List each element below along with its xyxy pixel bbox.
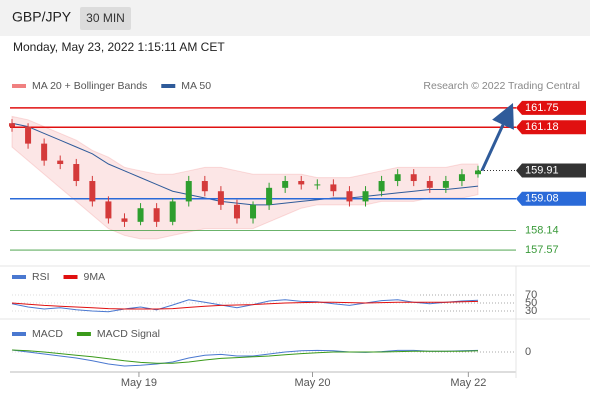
candle-body [442,181,449,188]
candle-body [73,164,80,182]
candle-body [9,123,15,127]
level-label: 157.57 [525,244,559,256]
y-tick-label: 70 [525,289,537,301]
candle-body [394,174,401,182]
candle-body [41,143,48,161]
legend-swatch [12,275,26,279]
candle-body [330,184,337,192]
legend-label: 9MA [84,271,106,283]
timeframe-badge[interactable] [80,7,131,30]
indicator-line [11,349,479,364]
candle-body [153,208,160,222]
bollinger-band [11,115,479,240]
candle-body [426,181,433,188]
y-tick-label: 0 [525,346,531,358]
candle-body [378,181,385,192]
indicator-line [11,299,479,313]
candle-body [250,204,257,219]
symbol: GBP/JPY [12,9,72,25]
candle-body [89,181,96,202]
candle-body [362,191,369,202]
candle-body [185,181,192,202]
legend-label: RSI [32,271,50,283]
candle-body [217,191,224,205]
level-label: 159.08 [525,193,559,205]
candle-body [57,160,64,165]
x-tick-label: May 19 [121,377,157,389]
level-label-box [516,100,586,115]
level-label: 161.18 [525,121,559,133]
candle-body [169,201,176,222]
candle-body [458,174,465,182]
y-tick-label: 50 [525,297,537,309]
legend-label: MA 50 [181,80,211,92]
legend-label: MA 20 + Bollinger Bands [32,80,147,92]
candle-body [25,126,32,144]
candle-body [233,204,240,219]
y-tick-label: 30 [525,305,537,317]
timestamp: Monday, May 23, 2022 1:15:11 AM CET [13,40,225,54]
candle-body [346,191,353,202]
candle-body [475,170,481,175]
candle-body [282,181,289,188]
level-label-box [516,163,586,178]
candle-body [105,201,112,219]
level-label: 159.91 [525,164,559,176]
candle-body [137,208,144,222]
indicator-line [11,349,479,367]
candle-body [314,184,321,186]
candle-body [201,181,208,192]
legend-swatch [63,275,78,279]
legend-swatch [12,84,26,88]
level-label: 158.14 [525,225,559,237]
legend-swatch [161,84,176,88]
candle-body [266,187,273,205]
indicator-line [11,300,479,310]
forecast-arrow [480,103,514,172]
candle-body [121,218,128,222]
level-label-box [516,120,586,135]
legend-label: MACD [32,328,63,340]
legend-swatch [76,332,91,336]
level-label: 161.75 [525,102,559,114]
legend-label: MACD Signal [97,328,160,340]
level-label-box [516,191,586,206]
moving-average [11,122,479,206]
candle-body [410,174,417,182]
source: Research © 2022 Trading Central [423,80,580,92]
x-tick-label: May 22 [450,377,486,389]
legend-swatch [12,332,26,336]
x-tick-label: May 20 [294,377,330,389]
candle-body [298,181,305,185]
timeframe[interactable]: 30 MIN [86,11,125,25]
